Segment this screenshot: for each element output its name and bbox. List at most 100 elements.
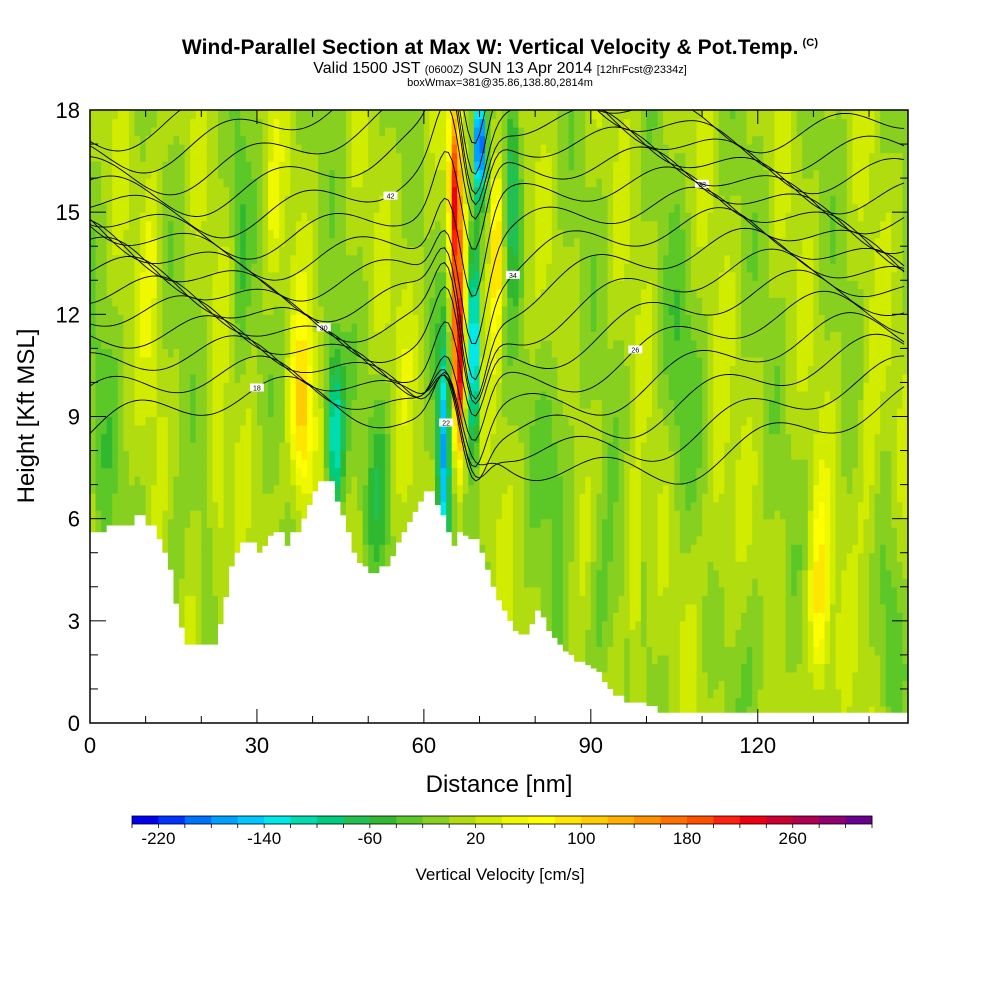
w-cell bbox=[284, 127, 291, 137]
w-cell bbox=[435, 493, 442, 503]
w-cell bbox=[101, 254, 108, 264]
w-cell bbox=[223, 212, 230, 222]
w-cell bbox=[245, 373, 252, 384]
w-cell bbox=[457, 203, 464, 213]
w-cell bbox=[173, 399, 180, 409]
w-cell bbox=[273, 365, 280, 375]
w-cell bbox=[418, 339, 425, 349]
w-cell bbox=[268, 110, 275, 120]
w-cell bbox=[106, 127, 113, 137]
w-cell bbox=[95, 246, 102, 256]
w-cell bbox=[173, 297, 180, 307]
w-cell bbox=[351, 518, 358, 528]
w-cell bbox=[323, 229, 330, 239]
w-cell bbox=[290, 527, 297, 537]
w-cell bbox=[201, 297, 208, 307]
w-cell bbox=[184, 373, 191, 384]
w-cell bbox=[140, 110, 147, 120]
w-cell bbox=[184, 484, 191, 494]
w-cell bbox=[173, 212, 180, 222]
w-cell bbox=[312, 220, 319, 230]
w-cell bbox=[307, 220, 314, 230]
w-cell bbox=[217, 237, 225, 247]
w-cell bbox=[451, 152, 458, 162]
w-cell bbox=[268, 493, 275, 503]
w-cell bbox=[217, 254, 225, 264]
w-cell bbox=[156, 484, 163, 494]
w-cell bbox=[90, 229, 97, 239]
w-cell bbox=[101, 348, 108, 358]
w-cell bbox=[162, 527, 169, 537]
w-cell bbox=[106, 484, 113, 494]
w-cell bbox=[295, 212, 303, 222]
w-cell bbox=[318, 271, 325, 281]
w-cell bbox=[273, 493, 280, 503]
w-cell bbox=[323, 373, 330, 384]
w-cell bbox=[301, 280, 308, 290]
w-cell bbox=[379, 331, 386, 341]
w-cell bbox=[140, 416, 147, 426]
w-cell bbox=[268, 484, 275, 494]
w-cell bbox=[440, 331, 447, 341]
w-cell bbox=[112, 135, 119, 145]
w-cell bbox=[446, 161, 453, 171]
w-cell bbox=[156, 280, 163, 290]
w-cell bbox=[323, 442, 330, 452]
w-cell bbox=[223, 476, 230, 486]
w-cell bbox=[384, 510, 392, 520]
w-cell bbox=[106, 271, 113, 281]
w-cell bbox=[334, 493, 341, 503]
w-cell bbox=[273, 433, 280, 443]
w-cell bbox=[117, 110, 124, 120]
w-cell bbox=[340, 203, 347, 213]
w-cell bbox=[384, 390, 392, 401]
w-cell bbox=[212, 161, 219, 171]
w-cell bbox=[329, 442, 336, 452]
w-cell bbox=[106, 186, 113, 196]
w-cell bbox=[217, 578, 225, 588]
w-cell bbox=[323, 314, 330, 324]
w-cell bbox=[134, 399, 141, 409]
w-cell bbox=[173, 373, 180, 384]
w-cell bbox=[117, 476, 124, 486]
w-cell bbox=[145, 416, 152, 426]
w-cell bbox=[390, 186, 397, 196]
w-cell bbox=[179, 425, 186, 435]
w-cell bbox=[379, 510, 386, 520]
w-cell bbox=[295, 476, 303, 486]
w-cell bbox=[362, 459, 369, 469]
w-cell bbox=[401, 339, 408, 349]
w-cell bbox=[318, 314, 325, 324]
w-cell bbox=[268, 220, 275, 230]
w-cell bbox=[167, 144, 175, 154]
w-cell bbox=[412, 339, 419, 349]
w-cell bbox=[217, 144, 225, 154]
w-cell bbox=[284, 493, 291, 503]
w-cell bbox=[240, 407, 247, 418]
w-cell bbox=[312, 254, 319, 264]
w-cell bbox=[329, 271, 336, 281]
w-cell bbox=[351, 425, 358, 435]
w-cell bbox=[128, 390, 136, 401]
w-cell bbox=[212, 620, 219, 630]
w-cell bbox=[128, 467, 136, 477]
w-cell bbox=[446, 527, 453, 537]
w-cell bbox=[423, 178, 431, 188]
w-cell bbox=[206, 178, 214, 188]
w-cell bbox=[140, 407, 147, 418]
w-cell bbox=[301, 348, 308, 358]
w-cell bbox=[390, 459, 397, 469]
w-cell bbox=[229, 373, 236, 384]
w-cell bbox=[245, 527, 252, 537]
w-cell bbox=[212, 459, 219, 469]
w-cell bbox=[329, 382, 336, 392]
w-cell bbox=[262, 118, 269, 128]
w-cell bbox=[396, 246, 403, 256]
w-cell bbox=[212, 535, 219, 545]
w-cell bbox=[145, 314, 152, 324]
w-cell bbox=[418, 246, 425, 256]
w-cell bbox=[134, 178, 141, 188]
w-cell bbox=[379, 271, 386, 281]
w-cell bbox=[112, 476, 119, 486]
w-cell bbox=[145, 390, 152, 401]
